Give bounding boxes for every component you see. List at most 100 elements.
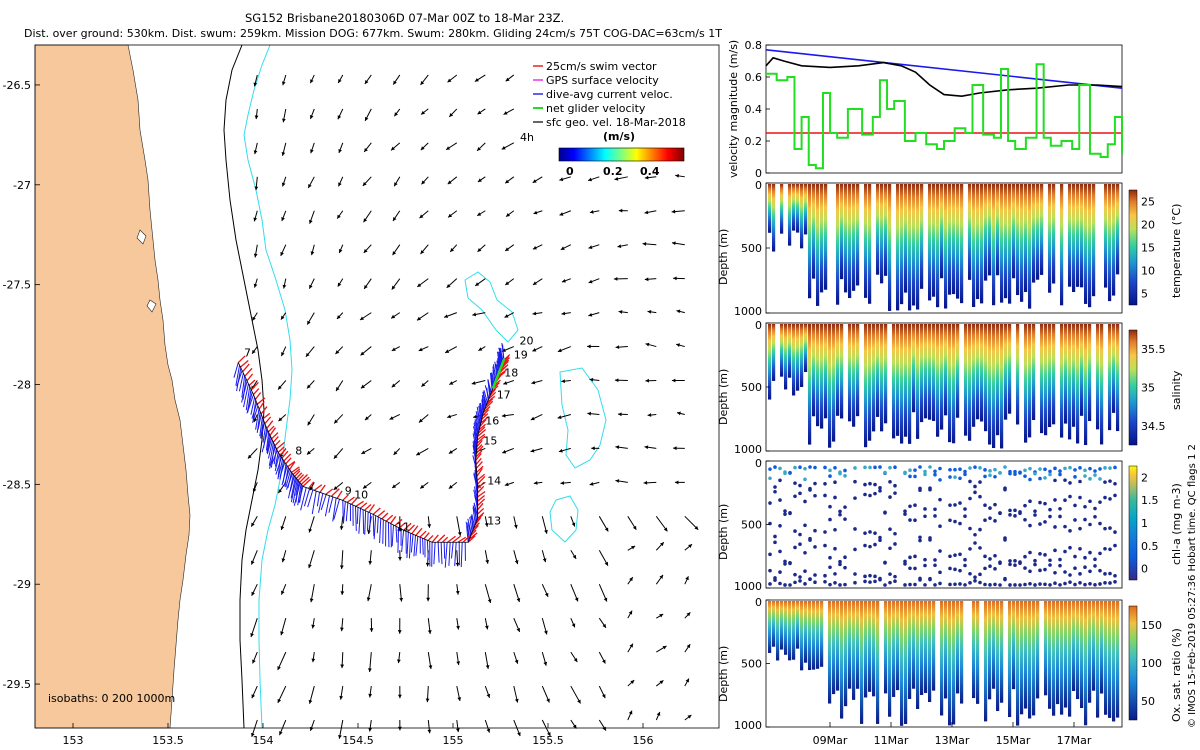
geostrophic-arrow (418, 414, 429, 423)
geostrophic-arrow (337, 108, 344, 120)
temperature-profile (920, 184, 924, 289)
geostrophic-arrow (484, 516, 489, 527)
geostrophic-arrow (684, 714, 692, 721)
geostrophic-arrow (282, 278, 287, 289)
salinity-profile (1112, 324, 1116, 413)
temperature-profile (1036, 184, 1040, 280)
geostrophic-arrow (570, 617, 576, 628)
depth-tick-label: 0 (755, 179, 762, 192)
chla-sample (1068, 580, 1072, 584)
velocity-plot-frame (765, 44, 1123, 174)
chla-sample (923, 469, 927, 474)
oxygen-profile (776, 601, 780, 661)
swim-vector (491, 385, 499, 393)
geostrophic-arrow (587, 411, 600, 416)
chla-sample (838, 509, 842, 514)
geostrophic-arrow (656, 645, 667, 653)
chla-sample (1003, 576, 1007, 581)
oxygen-profile (976, 601, 980, 704)
chla-sample (843, 555, 847, 560)
chla-sample (868, 481, 872, 486)
map-y-tick-label: -28 (13, 379, 31, 392)
dac-vector (475, 417, 480, 431)
isobath-legend: isobaths: 0 200 1000m (48, 692, 175, 705)
salinity-profile (1080, 324, 1084, 416)
chla-sample (1048, 558, 1052, 563)
swim-vector (477, 507, 485, 515)
temperature-profile (848, 184, 852, 299)
oxygen-profile (1076, 601, 1080, 700)
map-x-tick-label: 155 (443, 734, 464, 747)
geostrophic-arrow (504, 278, 515, 286)
oxygen-profile (996, 601, 1000, 712)
swim-vector (254, 392, 262, 400)
islands (136, 229, 157, 313)
dac-vector (473, 423, 479, 439)
chla-sample (788, 583, 792, 587)
dac-vector (454, 542, 457, 567)
oxygen-colorbar (1128, 605, 1138, 721)
oxygen-profile (820, 601, 824, 667)
swim-vector (476, 440, 483, 448)
geostrophic-arrow (513, 550, 519, 565)
oxygen-profile (816, 601, 820, 669)
geostrophic-arrow (250, 550, 258, 565)
dac-vector (311, 490, 317, 515)
swim-vector (415, 527, 423, 536)
geostrophic-arrow (335, 380, 344, 392)
chla-sample (813, 465, 817, 470)
velocity-series (765, 49, 1123, 170)
chla-sample (863, 574, 867, 579)
temperature-profile (1052, 184, 1056, 284)
swim-vector (308, 481, 315, 489)
chla-sample (1073, 566, 1077, 571)
geostrophic-arrow (392, 210, 401, 222)
chla-sample (808, 488, 812, 492)
swim-vector (325, 488, 334, 495)
chla-sample (1093, 514, 1097, 519)
dac-vector (320, 494, 327, 511)
map-x-tick-label: 153.5 (152, 734, 184, 747)
geostrophic-arrow (391, 481, 401, 489)
swim-vector (469, 532, 478, 540)
geostrophic-arrow (598, 584, 608, 602)
swim-vector (477, 485, 485, 494)
chla-sample (1113, 465, 1117, 470)
swim-vector (441, 536, 449, 543)
geostrophic-arrow (420, 108, 429, 115)
geostrophic-arrow (656, 613, 664, 619)
geostrophic-arrow (389, 414, 401, 420)
geostrophic-arrow (532, 346, 543, 352)
chla-sample (1023, 517, 1027, 522)
salinity-profile (796, 324, 800, 391)
geostrophic-arrow (368, 685, 373, 698)
dac-vector (467, 518, 472, 535)
chla-sample (1088, 550, 1092, 555)
swim-vector (419, 530, 427, 538)
geostrophic-arrow (559, 210, 571, 216)
temperature-profile (972, 184, 976, 308)
oxygen-profile (876, 601, 880, 724)
chla-sample (798, 575, 802, 579)
oxygen-profile (844, 601, 848, 707)
chla-sample (873, 491, 877, 496)
geostrophic-arrow (570, 651, 578, 663)
chla-sample (953, 582, 957, 587)
dac-vector (236, 370, 243, 387)
geostrophic-arrow (598, 685, 606, 699)
chla-sample (908, 468, 912, 472)
geostrophic-arrow (337, 74, 344, 84)
map-x-ticks: 153 153.5 154 154.5 155 155.5 156 (63, 723, 654, 747)
swim-vector (266, 420, 274, 429)
chla-sample (1038, 552, 1042, 556)
geostrophic-arrow (449, 244, 458, 253)
swim-vector (274, 439, 281, 447)
chla-sample (933, 563, 937, 568)
salinity-profile (1088, 324, 1092, 422)
salinity-profile (780, 324, 784, 377)
geostrophic-arrow (368, 550, 373, 565)
swim-vector (471, 525, 479, 533)
geostrophic-arrow (504, 481, 514, 487)
geostrophic-arrow (647, 413, 657, 417)
chla-sample (1023, 554, 1027, 559)
